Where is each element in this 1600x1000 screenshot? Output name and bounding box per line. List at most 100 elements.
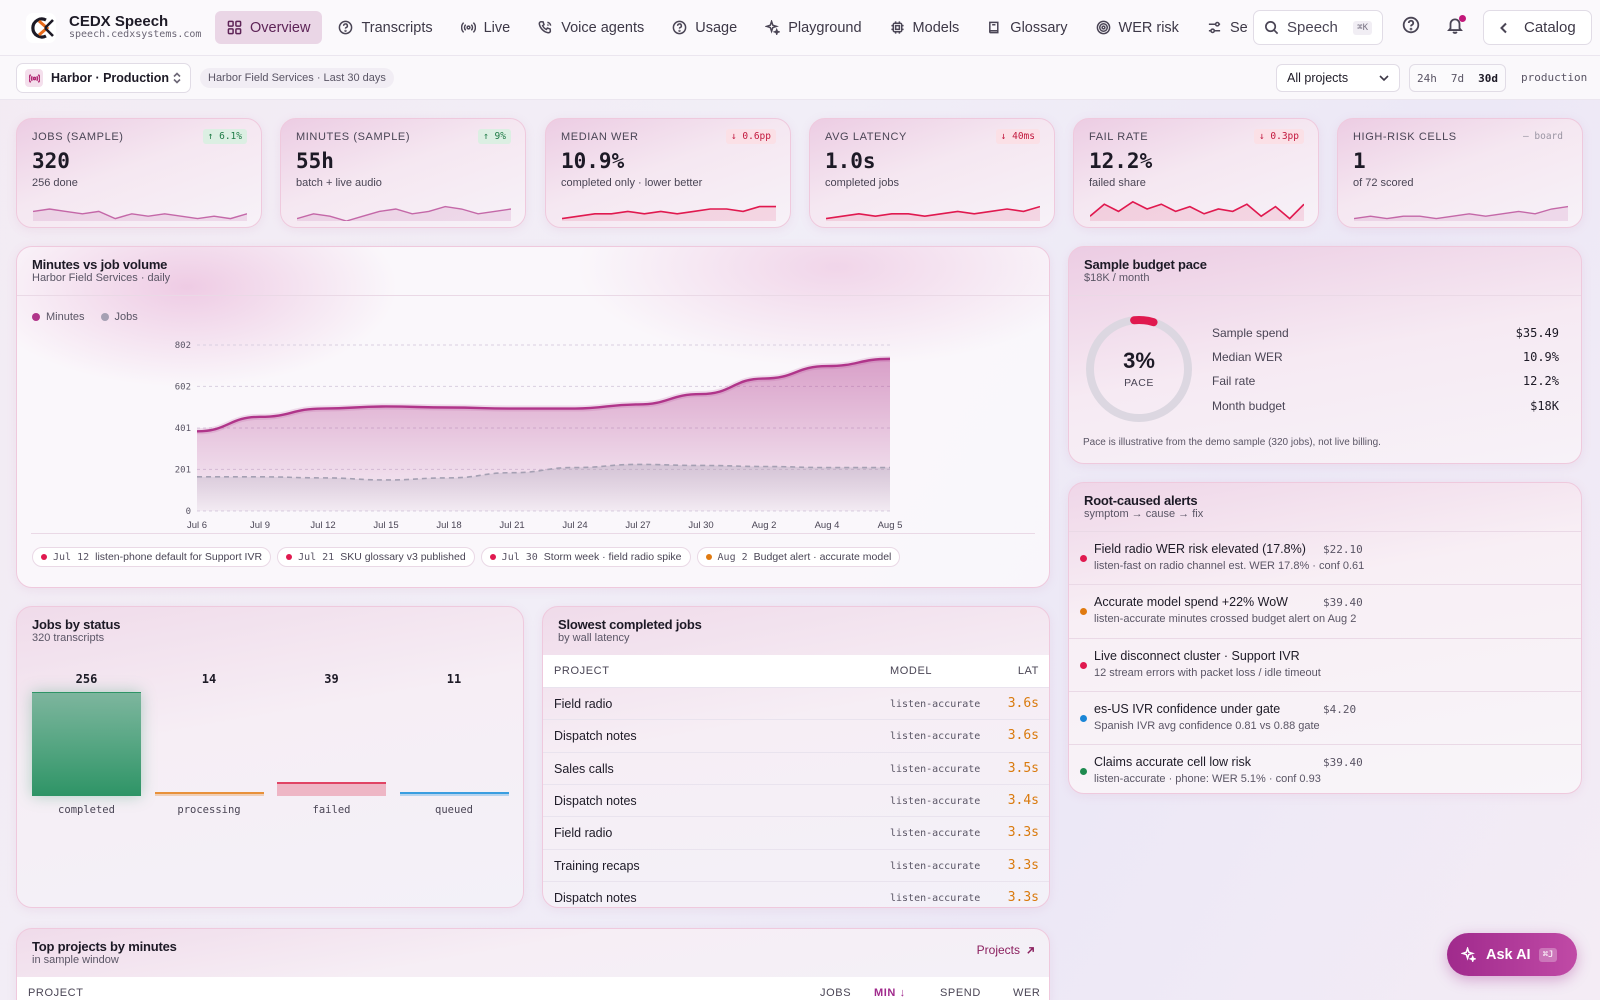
table-row[interactable]: Dispatch notes listen-accurate 3.4s [543,783,1049,816]
row-value: $35.49 [1515,326,1559,340]
tab-glossary[interactable]: Glossary [975,11,1079,44]
alert-item[interactable]: Accurate model spend +22% WoW $39.40 lis… [1069,584,1581,637]
col-minutes[interactable]: MIN ↓ [874,987,906,999]
legend-jobs[interactable]: Jobs [100,311,138,323]
event-chip[interactable]: Jul 30 Storm week · field radio spike [480,547,691,567]
alert-item[interactable]: Claims accurate cell low risk $39.40 lis… [1069,744,1581,793]
alert-cost: $4.20 [1323,702,1357,716]
kpi-card[interactable]: Avg latency ↓ 40ms 1.0s completed jobs [809,118,1055,228]
alert-item[interactable]: Live disconnect cluster · Support IVR 12… [1069,637,1581,691]
minutes-line [196,357,891,433]
tab-live[interactable]: Live [449,11,523,44]
budget-pace-card: Sample budget pace $18K / month 3% PACE … [1068,246,1582,464]
projects-link[interactable]: Projects [977,943,1035,957]
legend-minutes[interactable]: Minutes [32,311,85,323]
cell-model: listen-accurate [890,795,981,807]
tab-wer-risk[interactable]: WER risk [1084,11,1191,44]
help-button[interactable] [1402,16,1424,38]
cell-project: Training recaps [554,858,640,873]
kpi-label: Fail rate [1089,131,1149,143]
tab-transcripts[interactable]: Transcripts [326,11,444,44]
chevron-updown-icon [173,72,181,84]
x-tick-label: Aug 5 [878,520,903,531]
project-select[interactable]: All projects [1276,64,1400,92]
row-value: 12.2% [1522,374,1559,388]
x-tick-label: Jul 6 [187,520,207,531]
alert-item[interactable]: es-US IVR confidence under gate $4.20 Sp… [1069,690,1581,744]
kpi-card[interactable]: Minutes (sample) ↑ 9% 55h batch + live a… [280,118,526,228]
range-7d[interactable]: 7d [1450,71,1465,85]
col-project[interactable]: PROJECT [554,665,610,677]
kpi-sparkline [33,208,247,221]
project-select-value: All projects [1287,71,1349,85]
status-bar-processing[interactable] [154,792,264,796]
kpi-card[interactable]: Median WER ↓ 0.6pp 10.9% completed only … [545,118,791,228]
alert-detail: listen-accurate · phone: WER 5.1% · conf… [1094,773,1321,786]
status-bar-queued[interactable] [399,792,509,796]
tab-playground[interactable]: Playground [753,11,873,44]
tab-settings[interactable]: Settings [1195,11,1248,44]
kpi-card[interactable]: Fail rate ↓ 0.3pp 12.2% failed share [1073,118,1319,228]
cell-model: listen-accurate [890,828,981,840]
pace-label: PACE [1124,377,1154,389]
col-latency[interactable]: LAT [1017,665,1039,677]
table-row[interactable]: Sales calls listen-accurate 3.5s [543,751,1049,784]
card-title: Sample budget pace [1084,257,1207,272]
tab-overview[interactable]: Overview [215,11,323,44]
notification-dot [1459,15,1466,22]
tab-voice-agents[interactable]: Voice agents [526,11,656,44]
tab-usage[interactable]: Usage [660,11,749,44]
event-chip[interactable]: Jul 12 listen-phone default for Support I… [32,547,272,567]
brand[interactable]: CEDX Speech speech.cedxsystems.com [0,12,210,43]
event-text: listen-phone default for Support IVR [95,551,263,563]
cell-model: listen-accurate [890,860,981,872]
budget-row: Sample spend $35.49 [1212,326,1559,340]
col-project[interactable]: PROJECT [28,987,84,999]
col-jobs[interactable]: JOBS [820,987,852,999]
table-row[interactable]: Field radio listen-accurate 3.6s [543,687,1049,719]
y-tick-label: 802 [175,341,191,351]
table-row[interactable]: Training recaps listen-accurate 3.3s [543,848,1049,881]
table-row[interactable]: Dispatch notes listen-accurate 3.3s [543,880,1049,907]
status-bar-completed[interactable] [32,692,141,796]
ask-ai-button[interactable]: Ask AI ⌘J [1447,933,1577,976]
kpi-subtitle: failed share [1089,177,1146,189]
table-row[interactable]: Dispatch notes listen-accurate 3.6s [543,719,1049,751]
catalog-button[interactable]: Catalog [1483,10,1592,45]
kpi-value: 1.0s [825,149,876,173]
kpi-card[interactable]: High-risk cells — board 1 of 72 scored [1337,118,1583,228]
bar-value-label: 256 [75,672,98,686]
event-chip[interactable]: Aug 2 Budget alert · accurate model [696,547,901,567]
event-chip[interactable]: Jul 21 SKU glossary v3 published [277,547,475,567]
alert-title: es-US IVR confidence under gate [1094,701,1281,716]
alert-item[interactable]: Field radio WER risk elevated (17.8%) $2… [1069,531,1581,584]
kpi-card[interactable]: Jobs (sample) ↑ 6.1% 320 256 done [16,118,262,228]
event-date: Aug 2 [717,551,748,563]
event-dot [705,554,712,560]
jobs-status-card: Jobs by status 320 transcripts 256 comple… [16,606,524,908]
status-bar-failed[interactable] [277,782,386,796]
search-button[interactable]: Speech ⌘K [1253,10,1383,45]
card-subtitle: in sample window [32,954,119,966]
range-30d[interactable]: 30d [1478,71,1498,85]
kpi-delta: ↓ 0.6pp [725,129,776,144]
org-selector[interactable]: Harbor · Production [16,63,191,93]
col-spend[interactable]: SPEND [940,987,981,999]
table-row[interactable]: Field radio listen-accurate 3.3s [543,816,1049,848]
kpi-sparkline [1354,205,1568,221]
col-model[interactable]: MODEL [890,665,933,677]
tab-label: Live [483,19,511,36]
col-wer[interactable]: WER [1013,987,1041,999]
row-label: Fail rate [1212,374,1256,388]
bar-category-label: processing [177,804,241,816]
tab-models[interactable]: Models [878,11,972,44]
notifications-button[interactable] [1446,15,1468,38]
legend-label: Jobs [114,311,138,323]
cell-latency: 3.6s [1007,696,1039,711]
event-text: Storm week · field radio spike [543,551,682,563]
alert-title: Live disconnect cluster · Support IVR [1094,648,1300,663]
range-24h[interactable]: 24h [1417,71,1437,85]
y-tick-label: 401 [175,424,191,434]
card-subtitle: $18K / month [1084,272,1150,284]
alerts-card: Root-caused alerts symptom → cause → fix… [1068,482,1582,794]
